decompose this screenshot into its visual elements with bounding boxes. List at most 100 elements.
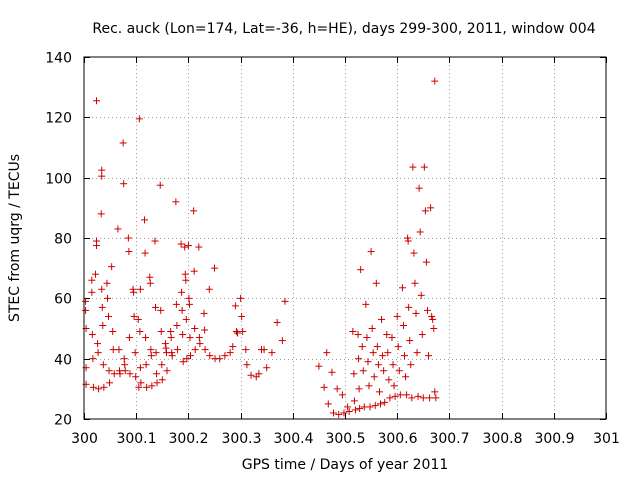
data-point bbox=[421, 207, 429, 215]
y-tick-labels: 20 40 60 80 100 120 140 bbox=[45, 51, 72, 429]
y-tick-label: 100 bbox=[45, 172, 72, 188]
data-point bbox=[418, 331, 426, 339]
data-point bbox=[389, 361, 397, 369]
data-point bbox=[162, 344, 170, 352]
data-point bbox=[364, 358, 372, 366]
data-point bbox=[195, 334, 203, 342]
data-point bbox=[404, 234, 412, 242]
data-point bbox=[201, 326, 209, 334]
data-point bbox=[201, 346, 209, 354]
data-point bbox=[320, 383, 328, 391]
data-point bbox=[146, 273, 154, 281]
y-tick-label: 40 bbox=[54, 353, 72, 369]
data-point bbox=[404, 237, 412, 245]
data-point bbox=[186, 334, 194, 342]
data-point bbox=[216, 355, 224, 363]
data-point bbox=[375, 388, 383, 396]
data-point bbox=[137, 379, 145, 387]
data-point bbox=[91, 270, 99, 278]
data-point bbox=[206, 352, 214, 360]
data-point bbox=[205, 285, 213, 293]
data-point bbox=[237, 294, 245, 302]
data-point bbox=[412, 309, 420, 317]
data-point bbox=[371, 401, 379, 409]
data-point bbox=[374, 361, 382, 369]
data-point bbox=[103, 279, 111, 287]
data-point bbox=[350, 397, 358, 405]
chart-title: Rec. auck (Lon=174, Lat=-36, h=HE), days… bbox=[92, 21, 595, 37]
data-point bbox=[338, 391, 346, 399]
data-point bbox=[221, 352, 229, 360]
data-point bbox=[376, 400, 384, 408]
data-point bbox=[136, 285, 144, 293]
data-point bbox=[125, 248, 133, 256]
data-point bbox=[153, 379, 161, 387]
data-point bbox=[114, 225, 122, 233]
data-point bbox=[130, 288, 138, 296]
data-point bbox=[132, 373, 140, 381]
data-point bbox=[345, 407, 353, 415]
data-point bbox=[109, 328, 117, 336]
data-point bbox=[88, 276, 96, 284]
data-point bbox=[97, 210, 105, 218]
data-point bbox=[344, 403, 352, 411]
data-point bbox=[95, 385, 103, 393]
data-point bbox=[356, 404, 364, 412]
data-point bbox=[168, 349, 176, 357]
data-point bbox=[93, 237, 101, 245]
data-point bbox=[129, 285, 137, 293]
data-point bbox=[98, 285, 106, 293]
data-point bbox=[103, 294, 111, 302]
data-point bbox=[82, 306, 90, 314]
data-point bbox=[419, 394, 427, 402]
data-point bbox=[168, 352, 176, 360]
data-point bbox=[135, 383, 143, 391]
data-point bbox=[142, 334, 150, 342]
data-point bbox=[407, 361, 415, 369]
x-tick-label: 301 bbox=[593, 431, 620, 447]
data-point bbox=[161, 340, 169, 348]
data-point bbox=[120, 355, 128, 363]
data-point bbox=[426, 394, 434, 402]
data-point bbox=[211, 264, 218, 272]
data-point bbox=[372, 279, 380, 287]
data-point bbox=[157, 306, 165, 314]
data-point bbox=[130, 312, 138, 320]
data-point bbox=[362, 300, 370, 308]
data-point bbox=[386, 394, 394, 402]
data-point bbox=[354, 331, 362, 339]
data-point bbox=[98, 303, 106, 311]
data-point bbox=[403, 391, 411, 399]
data-point bbox=[89, 383, 97, 391]
data-point bbox=[186, 352, 194, 360]
data-point bbox=[405, 303, 413, 311]
data-point bbox=[153, 370, 161, 378]
data-point bbox=[260, 346, 268, 354]
data-point bbox=[147, 346, 155, 354]
data-point bbox=[151, 237, 159, 245]
data-point bbox=[179, 358, 187, 366]
data-point bbox=[417, 291, 425, 299]
data-point bbox=[183, 355, 191, 363]
data-point bbox=[94, 349, 102, 357]
data-point bbox=[233, 329, 241, 337]
data-point bbox=[226, 349, 234, 357]
data-point bbox=[385, 376, 393, 384]
data-point bbox=[190, 207, 198, 215]
y-axis-title: STEC from uqrg / TECUs bbox=[7, 154, 23, 322]
data-point bbox=[281, 297, 289, 305]
data-point bbox=[173, 321, 181, 329]
data-point bbox=[373, 343, 381, 351]
data-point bbox=[143, 383, 151, 391]
data-point bbox=[172, 300, 180, 308]
data-point bbox=[428, 312, 436, 320]
data-point bbox=[135, 115, 143, 123]
data-point bbox=[239, 328, 247, 336]
y-tick-label: 120 bbox=[45, 111, 72, 127]
x-tick-label: 300.6 bbox=[377, 431, 417, 447]
x-tick-label: 300.4 bbox=[273, 431, 313, 447]
data-point bbox=[184, 242, 192, 250]
data-point bbox=[367, 248, 375, 256]
data-point bbox=[429, 315, 437, 323]
data-point bbox=[315, 362, 323, 370]
